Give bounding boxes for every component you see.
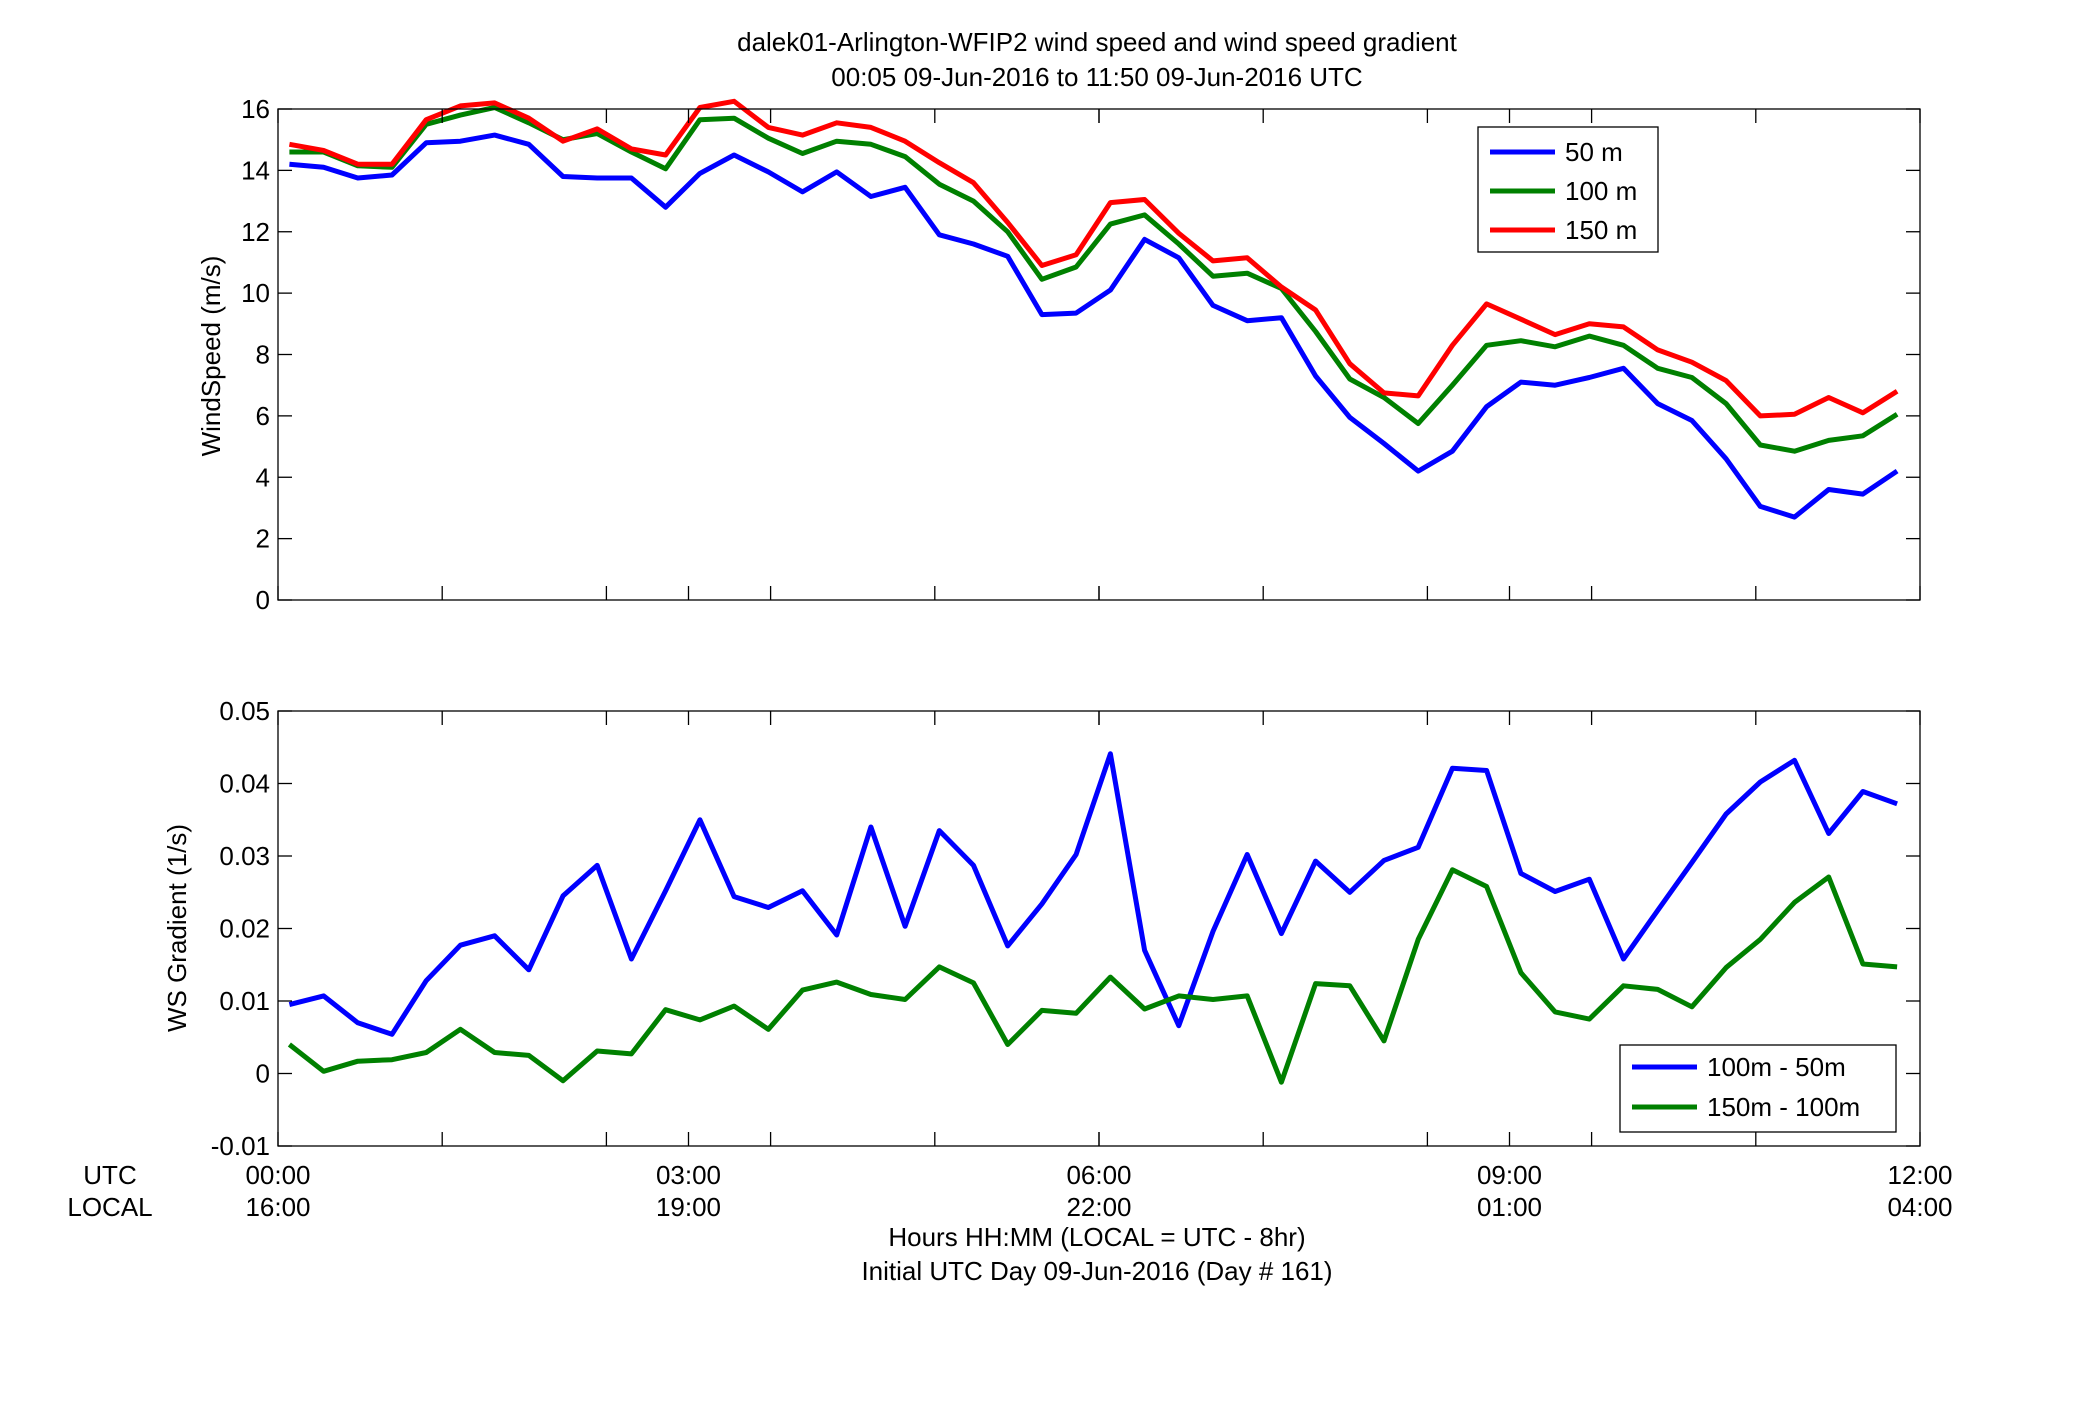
windspeed-ytick-label: 8 — [256, 340, 270, 370]
windspeed-ytick-label: 2 — [256, 524, 270, 554]
legend-label-150m-100m: 150m - 100m — [1707, 1092, 1860, 1122]
legend-label-100m: 100 m — [1565, 176, 1637, 206]
x-row-label-local: LOCAL — [67, 1192, 152, 1222]
gradient-ytick-label: 0.04 — [219, 769, 270, 799]
xtick-label-utc: 03:00 — [656, 1160, 721, 1190]
gradient-y-axis-label: WS Gradient (1/s) — [162, 824, 192, 1032]
xtick-label-local: 22:00 — [1066, 1192, 1131, 1222]
gradient-series-line-1 — [287, 867, 1898, 1085]
xtick-label-utc: 09:00 — [1477, 1160, 1542, 1190]
windspeed-ytick-label: 0 — [256, 585, 270, 615]
xtick-label-local: 04:00 — [1887, 1192, 1952, 1222]
chart-title-line1: dalek01-Arlington-WFIP2 wind speed and w… — [737, 27, 1458, 57]
windspeed-series-line-2 — [288, 98, 1899, 419]
xtick-label-utc: 12:00 — [1887, 1160, 1952, 1190]
xtick-label-utc: 00:00 — [245, 1160, 310, 1190]
windspeed-series-group — [288, 98, 1899, 520]
gradient-legend-box — [1619, 1044, 1897, 1133]
windspeed-ytick-label: 14 — [241, 155, 270, 185]
windspeed-ytick-label: 12 — [241, 217, 270, 247]
gradient-ytick-label: 0.03 — [219, 841, 270, 871]
xtick-label-local: 16:00 — [245, 1192, 310, 1222]
windspeed-ytick-label: 10 — [241, 278, 270, 308]
x-axis-label-line2: Initial UTC Day 09-Jun-2016 (Day # 161) — [861, 1256, 1332, 1286]
gradient-ytick-label: -0.01 — [211, 1131, 270, 1161]
gradient-ticks: -0.01 0 0.01 0.02 0.03 0.04 0.05 — [211, 696, 1921, 1161]
xtick-label-utc: 06:00 — [1066, 1160, 1131, 1190]
gradient-ytick-label: 0.05 — [219, 696, 270, 726]
windspeed-ytick-label: 6 — [256, 401, 270, 431]
x-axis-label-line1: Hours HH:MM (LOCAL = UTC - 8hr) — [888, 1222, 1305, 1252]
gradient-legend: 100m - 50m 150m - 100m — [1619, 1044, 1897, 1133]
xtick-label-local: 19:00 — [656, 1192, 721, 1222]
gradient-series-group — [287, 751, 1898, 1085]
windspeed-ytick-label: 16 — [241, 94, 270, 124]
gradient-ytick-label: 0.02 — [219, 914, 270, 944]
xtick-label-local: 01:00 — [1477, 1192, 1542, 1222]
legend-label-50m: 50 m — [1565, 137, 1623, 167]
windspeed-ticks: 0 2 4 6 8 10 12 14 16 — [241, 94, 1921, 615]
gradient-panel: -0.01 0 0.01 0.02 0.03 0.04 0.05 WS Gradient (… — [162, 696, 1921, 1161]
windspeed-panel: 0 2 4 6 8 10 12 14 16 WindSpeed (m/s) 50 m 100 m… — [196, 94, 1921, 615]
windspeed-ytick-label: 4 — [256, 462, 270, 492]
gradient-series-line-0 — [288, 751, 1898, 1037]
gradient-ytick-label: 0.01 — [219, 986, 270, 1016]
windspeed-y-axis-label: WindSpeed (m/s) — [196, 256, 226, 457]
windspeed-series-line-0 — [289, 132, 1899, 520]
legend-label-150m: 150 m — [1565, 215, 1637, 245]
windspeed-legend: 50 m 100 m 150 m — [1477, 126, 1659, 253]
chart-title-line2: 00:05 09-Jun-2016 to 11:50 09-Jun-2016 U… — [831, 62, 1362, 92]
legend-label-100m-50m: 100m - 50m — [1707, 1052, 1846, 1082]
gradient-ytick-label: 0 — [256, 1059, 270, 1089]
x-row-label-utc: UTC — [83, 1160, 136, 1190]
